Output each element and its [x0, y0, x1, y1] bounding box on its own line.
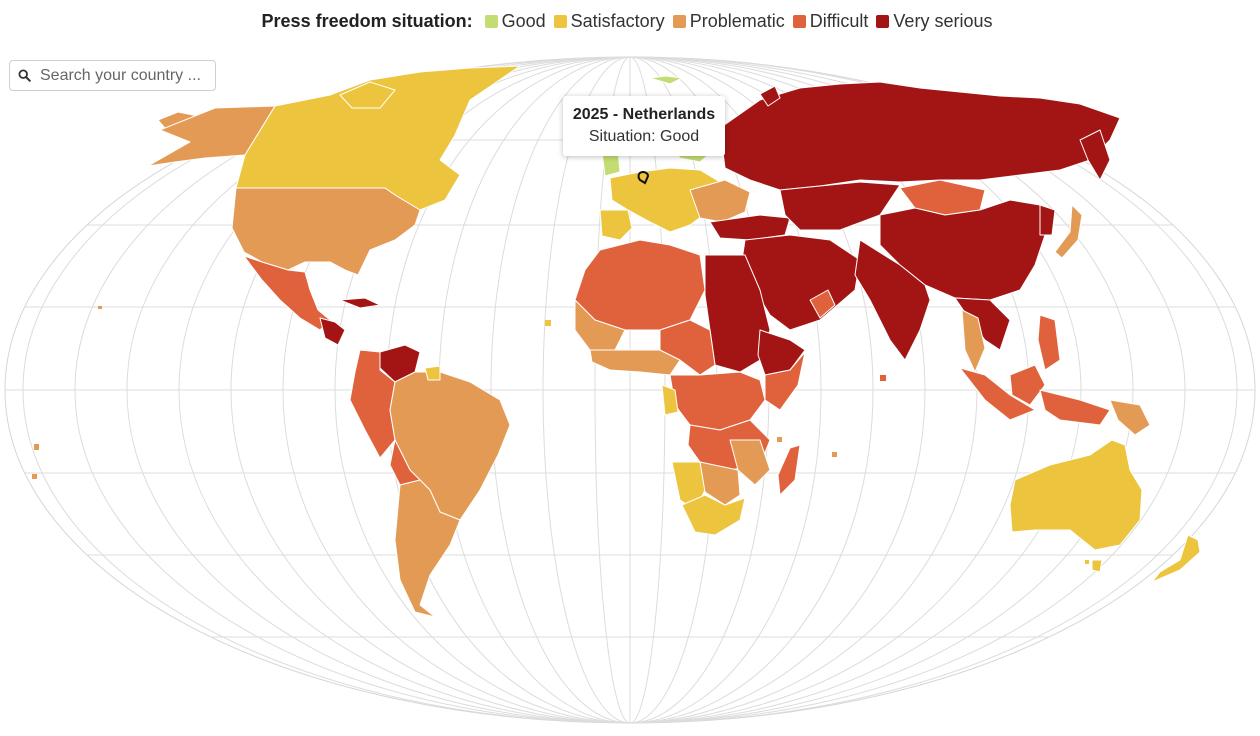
region-central-america[interactable]: [319, 317, 346, 346]
region-png[interactable]: [1109, 399, 1151, 436]
region-cuba[interactable]: [339, 297, 381, 309]
region-balkans[interactable]: [689, 179, 751, 223]
legend-swatch-difficult: [792, 15, 806, 28]
country-tooltip: 2025 - Netherlands Situation: Good: [563, 96, 725, 156]
legend-label-very-serious: Very serious: [893, 11, 993, 31]
legend-swatch-very-serious: [876, 15, 890, 28]
region-yemen-oman[interactable]: [809, 289, 836, 319]
legend-label-difficult: Difficult: [809, 11, 869, 31]
legend: Press freedom situation: Good Satisfacto…: [0, 11, 1260, 32]
island-maldives[interactable]: [880, 375, 886, 381]
region-tasmania[interactable]: [1091, 559, 1103, 573]
region-central-asia[interactable]: [779, 181, 901, 231]
region-philippines[interactable]: [1037, 314, 1061, 371]
region-nigeria-chad[interactable]: [659, 319, 716, 376]
region-usa[interactable]: [231, 187, 421, 276]
region-turkey-caucasus[interactable]: [709, 214, 791, 241]
search-box[interactable]: [9, 60, 216, 91]
island-pacific-2[interactable]: [32, 474, 37, 479]
location-pin-icon: [637, 170, 650, 185]
legend-swatch-good: [484, 15, 498, 28]
legend-title: Press freedom situation:: [261, 11, 473, 31]
legend-swatch-problematic: [672, 15, 686, 28]
region-korea[interactable]: [1039, 204, 1056, 236]
region-novaya-zemlya[interactable]: [759, 85, 781, 107]
region-mexico[interactable]: [243, 255, 331, 331]
tooltip-title: 2025 - Netherlands: [572, 106, 716, 123]
legend-item-good[interactable]: Good: [484, 11, 546, 32]
legend-item-very-serious[interactable]: Very serious: [876, 11, 992, 32]
tooltip-subtitle: Situation: Good: [588, 128, 700, 145]
search-icon: [10, 69, 38, 82]
search-input[interactable]: [38, 65, 212, 86]
region-argentina-chile[interactable]: [394, 479, 461, 618]
legend-item-problematic[interactable]: Problematic: [672, 11, 785, 32]
region-japan[interactable]: [1054, 204, 1083, 259]
region-indonesia-west[interactable]: [959, 367, 1036, 421]
region-alaska[interactable]: [147, 105, 276, 167]
region-iceland[interactable]: [649, 75, 683, 85]
legend-item-satisfactory[interactable]: Satisfactory: [553, 11, 665, 32]
region-iberia[interactable]: [599, 209, 633, 241]
island-mauritius[interactable]: [832, 452, 837, 457]
region-indonesia-east[interactable]: [1039, 389, 1111, 426]
legend-label-problematic: Problematic: [689, 11, 785, 31]
island-comoros[interactable]: [777, 437, 782, 442]
island-cape-verde[interactable]: [545, 320, 551, 326]
small-islands: [32, 306, 1089, 564]
legend-swatch-satisfactory: [553, 15, 567, 28]
region-kamchatka[interactable]: [1079, 129, 1111, 181]
region-south-africa[interactable]: [681, 494, 746, 536]
region-east-africa-south[interactable]: [729, 439, 771, 486]
legend-label-good: Good: [501, 11, 546, 31]
region-new-zealand[interactable]: [1151, 534, 1201, 583]
island-pacific-3[interactable]: [1085, 560, 1089, 564]
region-gabon[interactable]: [661, 384, 679, 416]
island-hawaii[interactable]: [98, 306, 102, 309]
region-central-africa[interactable]: [669, 371, 766, 431]
region-borneo[interactable]: [1009, 364, 1046, 406]
region-guiana[interactable]: [424, 365, 441, 381]
legend-label-satisfactory: Satisfactory: [570, 11, 665, 31]
region-thailand-malaysia[interactable]: [961, 309, 986, 373]
island-pacific-1[interactable]: [34, 444, 39, 450]
region-australia[interactable]: [1009, 439, 1143, 551]
legend-item-difficult[interactable]: Difficult: [792, 11, 869, 32]
region-canada-islands[interactable]: [339, 81, 396, 109]
region-south-asia[interactable]: [854, 239, 931, 361]
region-madagascar[interactable]: [777, 444, 801, 496]
region-southern-africa-mid[interactable]: [699, 461, 741, 506]
region-egypt-sudan[interactable]: [704, 254, 771, 373]
